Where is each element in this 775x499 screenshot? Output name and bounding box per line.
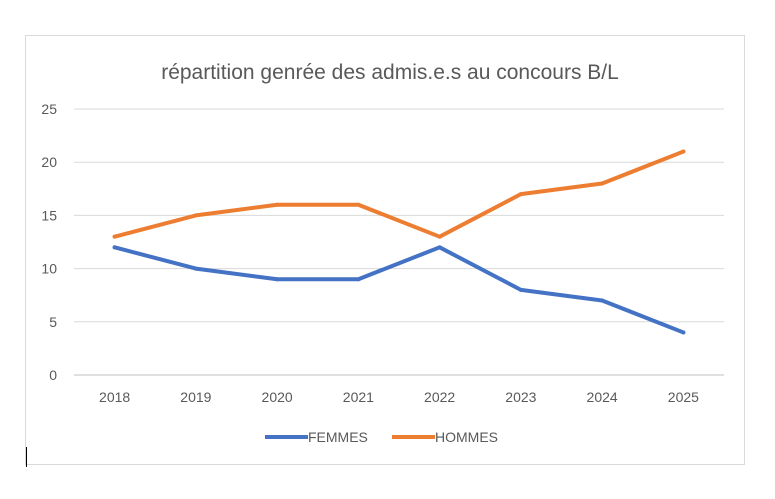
x-axis: 2018 2019 2020 2021 2022 2023 2024 2025 <box>99 389 699 405</box>
y-tick-label: 20 <box>41 154 57 170</box>
legend-label-hommes: HOMMES <box>435 429 498 445</box>
data-point-femmes-2018 <box>112 245 117 250</box>
y-tick-label: 5 <box>49 314 57 330</box>
data-point-femmes-2021 <box>356 277 361 282</box>
series-lines <box>112 149 686 335</box>
y-tick-label: 0 <box>49 367 57 383</box>
data-point-femmes-2024 <box>600 298 605 303</box>
x-tick-label: 2022 <box>424 389 455 405</box>
y-axis: 0 5 10 15 20 25 <box>41 101 57 383</box>
data-point-hommes-2021 <box>356 202 361 207</box>
chart-title: répartition genrée des admis.e.s au conc… <box>161 61 619 84</box>
data-point-hommes-2024 <box>600 181 605 186</box>
data-point-hommes-2019 <box>193 213 198 218</box>
y-tick-label: 10 <box>41 261 57 277</box>
data-point-femmes-2019 <box>193 266 198 271</box>
x-tick-label: 2018 <box>99 389 130 405</box>
series-line-femmes <box>112 245 686 335</box>
x-tick-label: 2019 <box>180 389 211 405</box>
y-tick-label: 15 <box>41 207 57 223</box>
text-cursor <box>26 447 27 467</box>
data-point-femmes-2023 <box>518 287 523 292</box>
data-point-hommes-2022 <box>437 234 442 239</box>
data-point-hommes-2023 <box>518 192 523 197</box>
gridlines <box>74 108 724 376</box>
x-tick-label: 2024 <box>587 389 618 405</box>
data-point-femmes-2025 <box>681 330 686 335</box>
x-tick-label: 2020 <box>262 389 293 405</box>
series-line-hommes <box>112 149 686 239</box>
data-point-femmes-2020 <box>275 277 280 282</box>
data-point-femmes-2022 <box>437 245 442 250</box>
data-point-hommes-2020 <box>275 202 280 207</box>
y-tick-label: 25 <box>41 101 57 117</box>
data-point-hommes-2025 <box>681 149 686 154</box>
legend: FEMMES HOMMES <box>265 429 498 445</box>
x-tick-label: 2023 <box>505 389 536 405</box>
legend-label-femmes: FEMMES <box>308 429 368 445</box>
x-tick-label: 2025 <box>668 389 699 405</box>
chart-frame <box>25 35 745 465</box>
x-tick-label: 2021 <box>343 389 374 405</box>
data-point-hommes-2018 <box>112 234 117 239</box>
